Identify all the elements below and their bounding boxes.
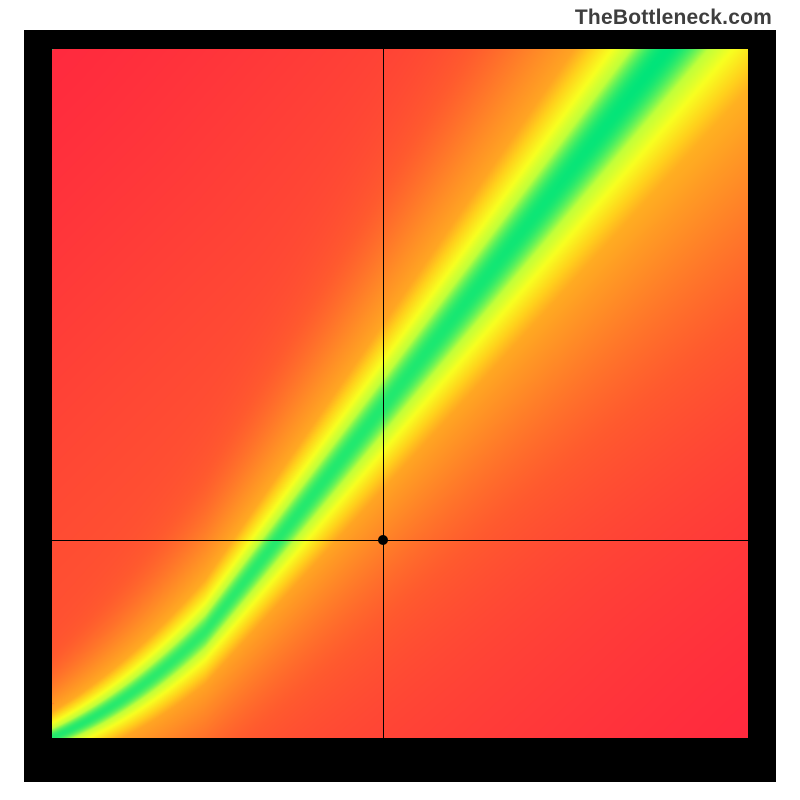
crosshair-vertical xyxy=(383,49,384,738)
chart-outer-border xyxy=(24,30,776,782)
marker-dot xyxy=(378,535,388,545)
chart-plot-area xyxy=(52,49,748,738)
chart-frame: TheBottleneck.com xyxy=(0,0,800,800)
heatmap-canvas xyxy=(52,49,748,738)
crosshair-horizontal xyxy=(52,540,748,541)
attribution-text: TheBottleneck.com xyxy=(575,6,772,30)
